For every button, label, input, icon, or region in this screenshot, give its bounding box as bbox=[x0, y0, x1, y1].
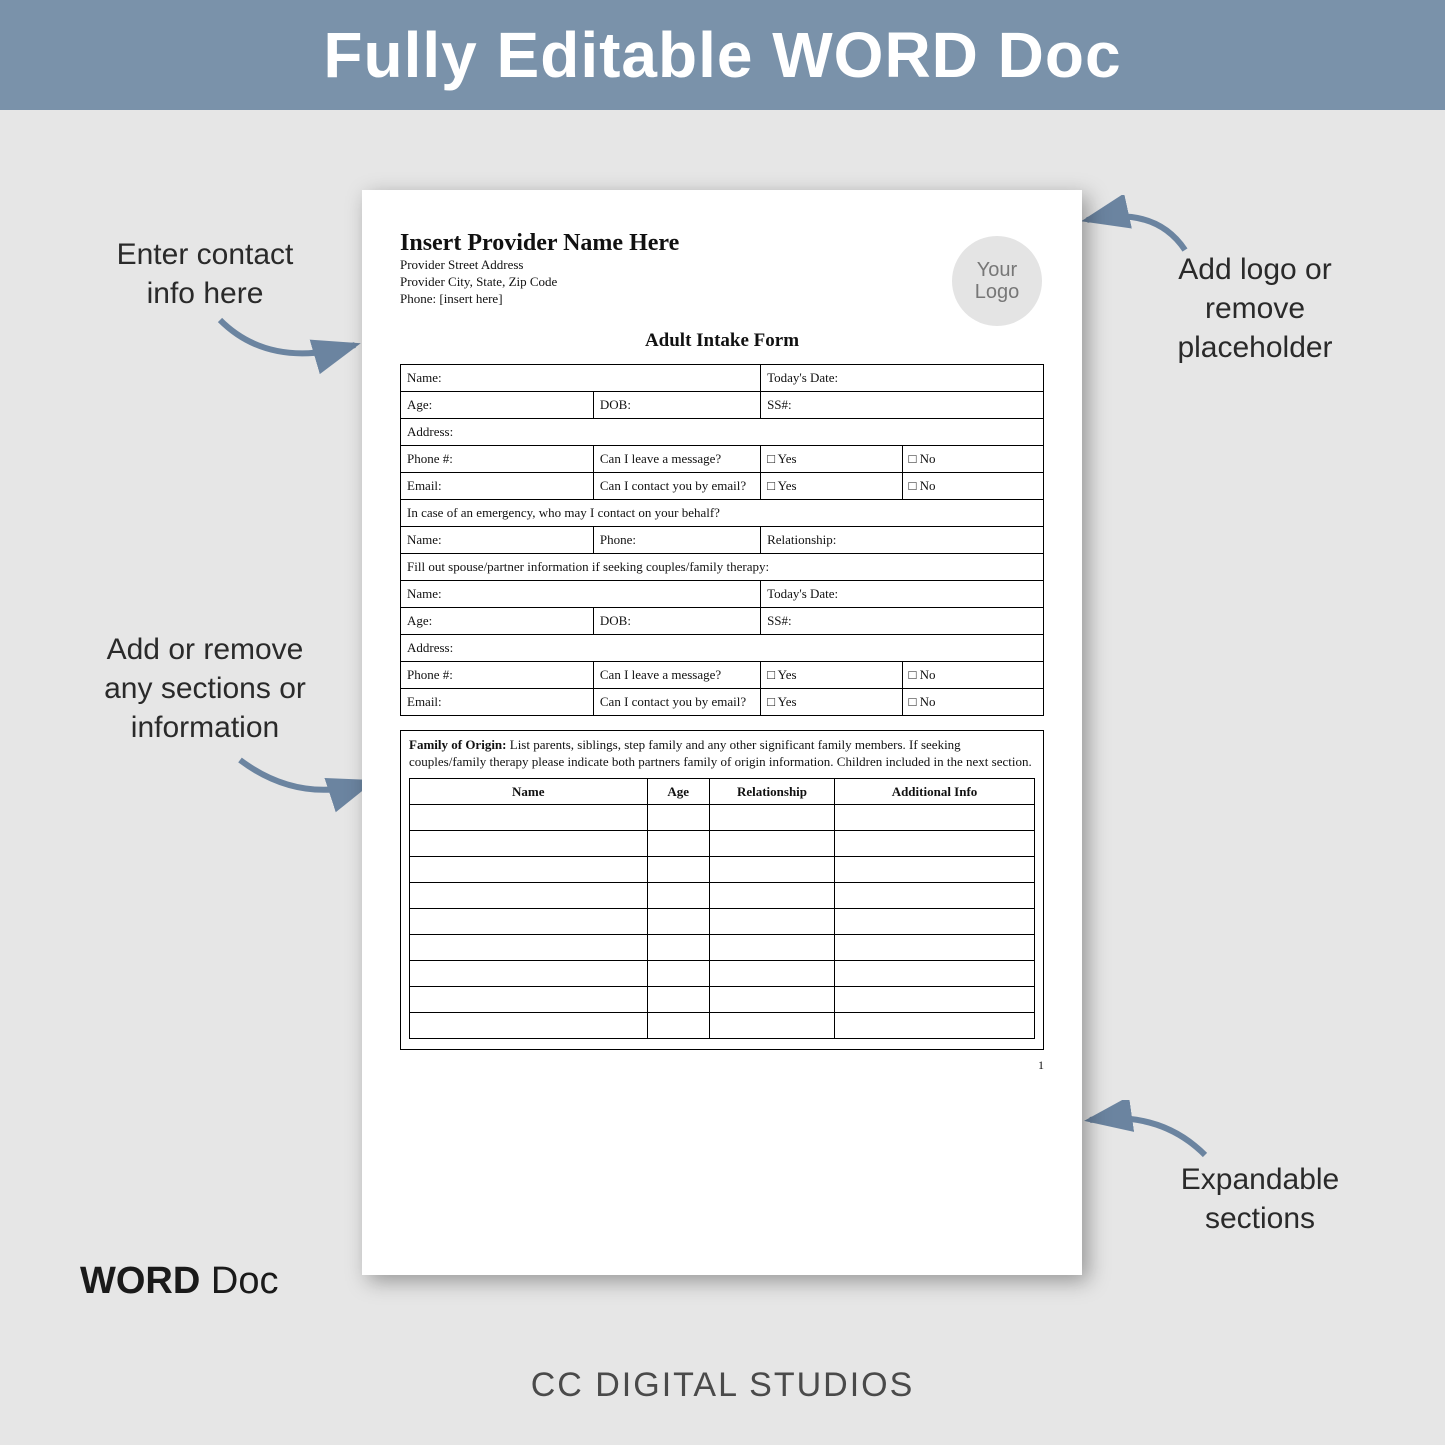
opt-syes2: □ Yes bbox=[761, 688, 902, 715]
form-title: Adult Intake Form bbox=[400, 330, 1044, 352]
field-sage: Age: bbox=[401, 607, 594, 634]
field-phone: Phone #: bbox=[401, 445, 594, 472]
field-today: Today's Date: bbox=[761, 364, 1044, 391]
footer-label: WORD Doc bbox=[80, 1260, 278, 1303]
table-row bbox=[410, 831, 1035, 857]
arrow-sections bbox=[230, 750, 380, 820]
logo-placeholder: Your Logo bbox=[952, 236, 1042, 326]
family-table: Name Age Relationship Additional Info bbox=[409, 778, 1035, 1039]
col-age: Age bbox=[647, 779, 710, 805]
callout-sections: Add or remove any sections or informatio… bbox=[60, 630, 350, 747]
intake-table: Name: Today's Date: Age: DOB: SS#: Addre… bbox=[400, 364, 1044, 716]
field-ename: Name: bbox=[401, 526, 594, 553]
field-email: Email: bbox=[401, 472, 594, 499]
col-info: Additional Info bbox=[835, 779, 1035, 805]
field-saddress: Address: bbox=[401, 634, 1044, 661]
col-name: Name bbox=[410, 779, 648, 805]
field-semail: Email: bbox=[401, 688, 594, 715]
table-row bbox=[410, 883, 1035, 909]
field-ssn: SS#: bbox=[761, 391, 1044, 418]
field-stoday: Today's Date: bbox=[761, 580, 1044, 607]
field-spouse-info: Fill out spouse/partner information if s… bbox=[401, 553, 1044, 580]
provider-name: Insert Provider Name Here bbox=[400, 230, 1044, 257]
field-name: Name: bbox=[401, 364, 761, 391]
provider-city: Provider City, State, Zip Code bbox=[400, 274, 1044, 291]
provider-phone: Phone: [insert here] bbox=[400, 291, 1044, 308]
brand-text: CC DIGITAL STUDIOS bbox=[0, 1366, 1445, 1405]
banner-text: Fully Editable WORD Doc bbox=[323, 18, 1121, 92]
callout-expandable: Expandable sections bbox=[1130, 1160, 1390, 1238]
arrow-expandable bbox=[1080, 1100, 1220, 1170]
document-page: Insert Provider Name Here Provider Stree… bbox=[362, 190, 1082, 1275]
callout-contact: Enter contact info here bbox=[80, 235, 330, 313]
table-row bbox=[410, 1013, 1035, 1039]
col-rel: Relationship bbox=[710, 779, 835, 805]
field-dob: DOB: bbox=[593, 391, 760, 418]
field-ephone: Phone: bbox=[593, 526, 760, 553]
field-erel: Relationship: bbox=[761, 526, 1044, 553]
opt-yes: □ Yes bbox=[761, 445, 902, 472]
opt-sno: □ No bbox=[902, 661, 1043, 688]
table-row bbox=[410, 909, 1035, 935]
field-sleave-msg: Can I leave a message? bbox=[593, 661, 760, 688]
title-banner: Fully Editable WORD Doc bbox=[0, 0, 1445, 110]
field-emergency: In case of an emergency, who may I conta… bbox=[401, 499, 1044, 526]
field-scontact-email: Can I contact you by email? bbox=[593, 688, 760, 715]
provider-header: Insert Provider Name Here Provider Stree… bbox=[400, 230, 1044, 308]
table-row bbox=[410, 935, 1035, 961]
arrow-contact bbox=[210, 310, 370, 390]
opt-syes: □ Yes bbox=[761, 661, 902, 688]
page-number: 1 bbox=[400, 1058, 1044, 1073]
callout-logo: Add logo or remove placeholder bbox=[1120, 250, 1390, 367]
field-sphone: Phone #: bbox=[401, 661, 594, 688]
table-row bbox=[410, 987, 1035, 1013]
table-row bbox=[410, 961, 1035, 987]
table-row bbox=[410, 857, 1035, 883]
field-contact-email: Can I contact you by email? bbox=[593, 472, 760, 499]
opt-no2: □ No bbox=[902, 472, 1043, 499]
table-row bbox=[410, 805, 1035, 831]
field-address: Address: bbox=[401, 418, 1044, 445]
family-desc: Family of Origin: List parents, siblings… bbox=[409, 737, 1035, 771]
opt-sno2: □ No bbox=[902, 688, 1043, 715]
arrow-logo bbox=[1075, 195, 1195, 265]
field-sdob: DOB: bbox=[593, 607, 760, 634]
field-age: Age: bbox=[401, 391, 594, 418]
field-leave-msg: Can I leave a message? bbox=[593, 445, 760, 472]
provider-street: Provider Street Address bbox=[400, 257, 1044, 274]
opt-yes2: □ Yes bbox=[761, 472, 902, 499]
field-sname: Name: bbox=[401, 580, 761, 607]
opt-no: □ No bbox=[902, 445, 1043, 472]
field-sssn: SS#: bbox=[761, 607, 1044, 634]
family-section: Family of Origin: List parents, siblings… bbox=[400, 730, 1044, 1051]
